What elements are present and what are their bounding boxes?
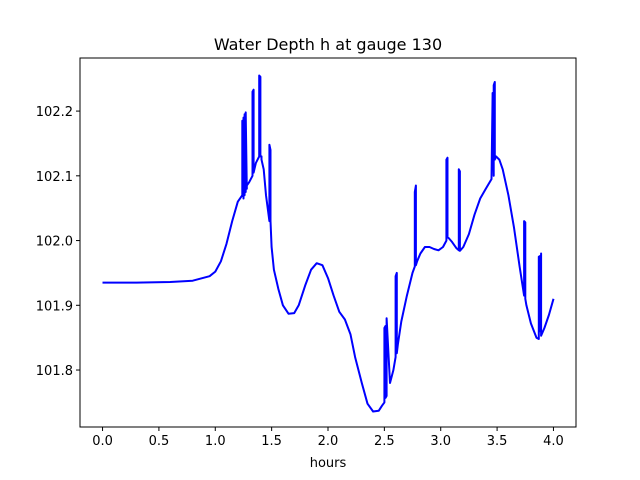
x-tick-label: 3.0 [430, 434, 451, 449]
y-tick-label: 101.9 [36, 299, 73, 314]
x-tick-label: 1.5 [261, 434, 282, 449]
y-tick-label: 102.0 [36, 235, 73, 250]
x-tick-label: 0.5 [149, 434, 170, 449]
x-axis-label: hours [310, 456, 347, 471]
series-line-0 [102, 74, 555, 413]
y-tick-label: 102.2 [36, 105, 73, 120]
y-tick-label: 101.8 [36, 364, 73, 379]
x-tick-label: 4.0 [543, 434, 564, 449]
plot-area [102, 74, 555, 413]
x-tick-label: 2.0 [318, 434, 339, 449]
x-tick-label: 0.0 [92, 434, 113, 449]
chart-title: Water Depth h at gauge 130 [214, 35, 442, 54]
y-tick-label: 102.1 [36, 170, 73, 185]
x-tick-label: 1.0 [205, 434, 226, 449]
x-tick-label: 2.5 [374, 434, 395, 449]
x-axis: 0.0 0.5 1.0 1.5 2.0 2.5 3.0 3.5 4.0 [92, 427, 564, 449]
y-axis: 101.8 101.9 102.0 102.1 102.2 [36, 105, 80, 379]
x-tick-label: 3.5 [487, 434, 508, 449]
